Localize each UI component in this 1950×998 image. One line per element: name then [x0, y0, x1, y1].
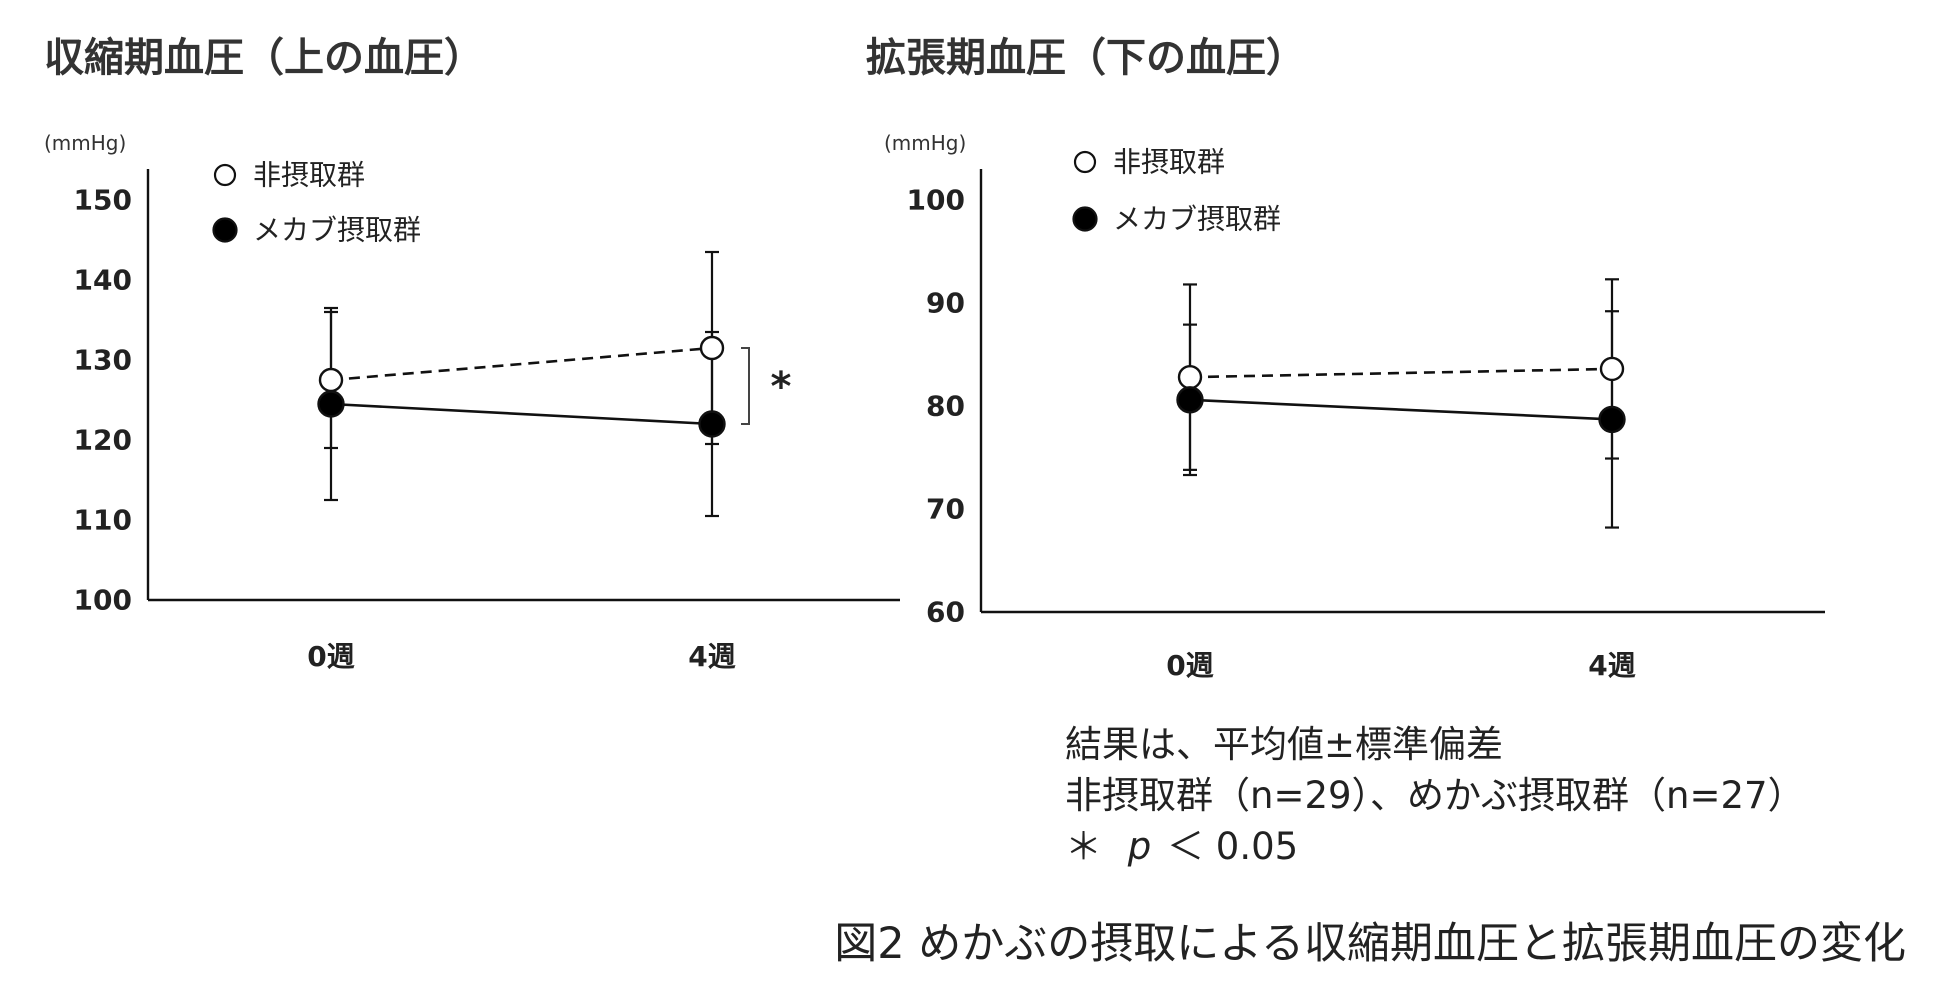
note-sample-sizes: 非摂取群（n=29）、めかぶ摂取群（n=27）: [1065, 774, 1805, 817]
non-intake-data-point: [699, 335, 725, 361]
result-notes: 結果は、平均値±標準偏差 非摂取群（n=29）、めかぶ摂取群（n=27） ＊ p…: [1065, 723, 1805, 868]
mekabu-intake-data-point: [698, 410, 726, 438]
y-tick-label: 90: [926, 287, 965, 320]
non-intake-series-line: [330, 346, 713, 382]
y-axis-unit-label: (mmHg): [884, 131, 966, 155]
y-tick-label: 130: [74, 344, 132, 377]
legend-marker-non-intake: [1073, 150, 1097, 174]
y-tick-label: 120: [74, 424, 132, 457]
legend-label-mekabu-intake: メカブ摂取群: [1113, 203, 1281, 236]
legend-marker-mekabu-intake: [1072, 206, 1098, 232]
non-intake-data-point: [318, 367, 344, 393]
note-threshold: ＜ 0.05: [1167, 825, 1298, 868]
legend-label-non-intake: 非摂取群: [1113, 146, 1225, 179]
note-significance: ＊ p ＜ 0.05: [1065, 825, 1298, 868]
mekabu-intake-data-point: [317, 390, 345, 418]
chart-title: 拡張期血圧（下の血圧）: [866, 35, 1306, 81]
legend-label-non-intake: 非摂取群: [253, 159, 365, 192]
y-tick-label: 100: [74, 584, 132, 617]
chart-title: 収縮期血圧（上の血圧）: [44, 35, 484, 81]
y-tick-label: 140: [74, 264, 132, 297]
mekabu-intake-series-line: [1189, 398, 1613, 421]
note-p-symbol: p: [1127, 825, 1152, 868]
x-category-label: 4週: [688, 640, 735, 673]
y-tick-label: 60: [926, 596, 965, 629]
mekabu-intake-data-point: [1598, 405, 1626, 434]
y-axis-unit-label: (mmHg): [44, 131, 126, 155]
non-intake-data-point: [1177, 364, 1203, 390]
y-tick-label: 110: [74, 504, 132, 537]
y-tick-label: 70: [926, 493, 965, 526]
note-asterisk: ＊: [1065, 825, 1102, 868]
note-mean-sd: 結果は、平均値±標準偏差: [1065, 723, 1503, 766]
x-category-label: 0週: [1166, 649, 1213, 682]
y-tick-label: 100: [907, 184, 965, 217]
mekabu-intake-series-line: [330, 402, 713, 426]
y-tick-label: 80: [926, 390, 965, 423]
non-intake-data-point: [1599, 356, 1625, 382]
significance-asterisk: *: [771, 364, 792, 410]
figure-caption: 図2 めかぶの摂取による収縮期血圧と拡張期血圧の変化: [834, 919, 1906, 969]
x-category-label: 0週: [307, 640, 354, 673]
legend-label-mekabu-intake: メカブ摂取群: [253, 214, 421, 247]
x-category-label: 4週: [1588, 649, 1635, 682]
diastolic-chart: 拡張期血圧（下の血圧） (mmHg) 60 70 80 90 100 0週 4週 非摂取群メカ…: [866, 35, 1825, 682]
y-tick-label: 150: [74, 184, 132, 217]
legend-marker-non-intake: [213, 163, 237, 187]
non-intake-series-line: [1189, 367, 1613, 379]
systolic-chart: 収縮期血圧（上の血圧） (mmHg) 100 110 120 130 140 150 0週 4…: [44, 35, 900, 673]
significance-bracket: [741, 347, 750, 425]
legend-marker-mekabu-intake: [212, 217, 238, 243]
mekabu-intake-data-point: [1176, 386, 1204, 414]
